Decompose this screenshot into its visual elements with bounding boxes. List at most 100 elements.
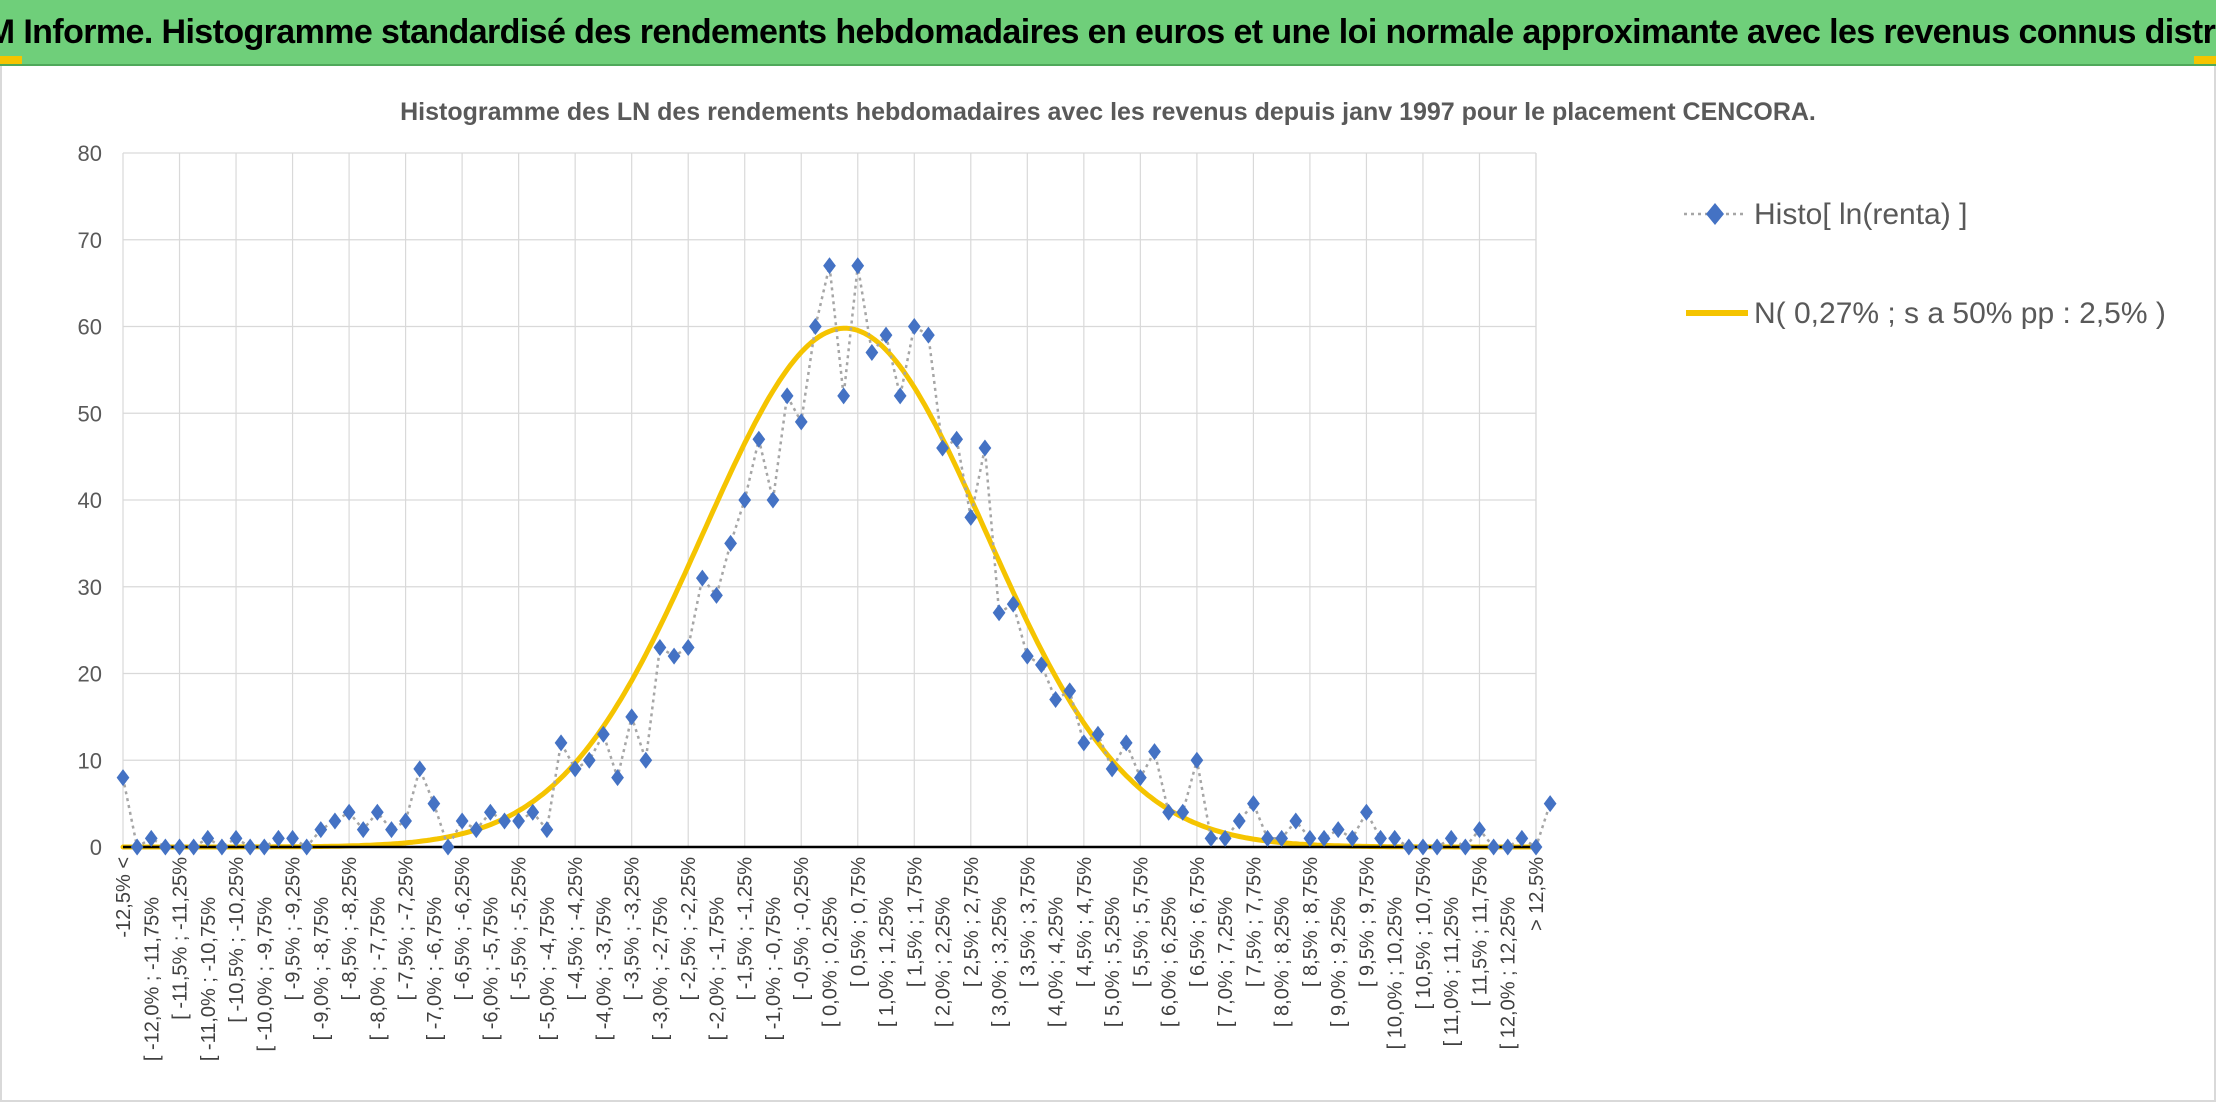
histogram-markers xyxy=(116,257,1557,856)
histogram-point xyxy=(1247,795,1260,813)
histogram-point xyxy=(1077,734,1091,752)
y-tick-label: 20 xyxy=(78,662,102,687)
histogram-point xyxy=(540,821,554,839)
histogram-point xyxy=(215,838,229,856)
histogram-point xyxy=(653,638,667,656)
histogram-point xyxy=(286,829,299,847)
histogram-point xyxy=(130,838,144,856)
histogram-point xyxy=(455,812,469,830)
x-tick-label: [ -11,5% ; -11,25% xyxy=(170,857,192,1020)
histogram-point xyxy=(794,413,808,431)
histogram-point xyxy=(116,769,130,787)
histogram-point xyxy=(1190,751,1204,769)
histogram-point xyxy=(526,803,540,821)
histogram-point xyxy=(1374,829,1387,847)
histogram-point xyxy=(370,803,384,821)
histogram-point xyxy=(1416,838,1430,856)
gridlines xyxy=(122,152,1537,847)
histogram-point xyxy=(187,838,201,856)
x-tick-label: [ -7,0% ; -6,75% xyxy=(424,897,446,1041)
histogram-point xyxy=(936,439,949,457)
legend-diamond-marker xyxy=(1706,203,1724,225)
page-title: ADAM Informe. Histogramme standardisé de… xyxy=(0,12,2216,51)
histogram-point xyxy=(328,812,342,830)
x-tick-label: [ -9,5% ; -9,25% xyxy=(283,857,305,1001)
histogram-point xyxy=(159,838,172,856)
x-tick-label: [ 10,0% ; 10,25% xyxy=(1385,897,1407,1050)
y-axis: 0 10 20 30 40 50 60 70 80 xyxy=(78,141,102,860)
histogram-point xyxy=(1331,821,1345,839)
histogram-point xyxy=(851,257,865,275)
histogram-point xyxy=(1091,725,1105,743)
histogram-point xyxy=(893,387,907,405)
histogram-point xyxy=(1487,838,1500,856)
x-tick-label: [ 1,0% ; 1,25% xyxy=(876,897,898,1027)
histogram-point xyxy=(1317,829,1331,847)
histogram-point xyxy=(950,430,964,448)
x-tick-label: [ -10,5% ; -10,25% xyxy=(226,857,248,1023)
x-tick-label: [ 8,0% ; 8,25% xyxy=(1272,897,1294,1027)
x-tick-label: [ -10,0% ; -9,75% xyxy=(254,897,276,1052)
y-tick-label: 70 xyxy=(78,228,102,253)
histogram-point xyxy=(865,344,879,362)
histogram-point xyxy=(1543,795,1557,813)
x-tick-label: [ -9,0% ; -8,75% xyxy=(311,897,333,1041)
histogram-point xyxy=(201,829,215,847)
x-tick-label: [ -7,5% ; -7,25% xyxy=(396,857,418,1001)
histogram-point xyxy=(724,534,737,552)
y-tick-label: 60 xyxy=(78,315,102,340)
y-tick-label: 30 xyxy=(78,575,102,600)
y-tick-label: 10 xyxy=(78,748,102,773)
histogram-point xyxy=(1063,682,1077,700)
histogram-point xyxy=(1148,743,1161,761)
histogram-point xyxy=(243,838,257,856)
x-tick-label: [ -2,5% ; -2,25% xyxy=(678,857,700,1001)
histogram-point xyxy=(498,812,511,830)
histogram-point xyxy=(342,803,356,821)
x-tick-label: [ -1,5% ; -1,25% xyxy=(735,857,757,1001)
x-tick-label: [ 10,5% ; 10,75% xyxy=(1413,857,1435,1010)
histogram-point xyxy=(1162,803,1175,821)
histogram-point xyxy=(1204,829,1218,847)
histogram-point xyxy=(992,604,1006,622)
x-tick-label: [ 12,0% ; 12,25% xyxy=(1498,897,1520,1050)
histogram-point xyxy=(385,821,398,839)
histogram-point xyxy=(1473,821,1486,839)
histogram-point xyxy=(766,491,780,509)
x-tick-label: [ -5,5% ; -5,25% xyxy=(509,857,531,1001)
x-tick-label: [ 3,0% ; 3,25% xyxy=(989,897,1011,1027)
histogram-point xyxy=(1218,829,1232,847)
histogram-point xyxy=(568,760,582,778)
histogram-point xyxy=(639,751,653,769)
histogram-point xyxy=(1430,838,1444,856)
histogram-point xyxy=(1176,803,1190,821)
histogram-point xyxy=(1529,838,1543,856)
histogram-point xyxy=(582,751,596,769)
x-tick-label: [ 6,5% ; 6,75% xyxy=(1187,857,1209,987)
histogram-point xyxy=(257,838,271,856)
x-tick-label: [ -3,0% ; -2,75% xyxy=(650,897,672,1041)
histogram-point xyxy=(738,491,752,509)
histogram-point xyxy=(512,812,526,830)
histogram-point xyxy=(1501,838,1515,856)
x-tick-label: [ -6,5% ; -6,25% xyxy=(452,857,474,1001)
legend-background xyxy=(1636,170,2170,360)
x-tick-label: [ -11,0% ; -10,75% xyxy=(198,897,220,1061)
histogram-point xyxy=(837,387,851,405)
histogram-point xyxy=(695,569,709,587)
histogram-point xyxy=(399,812,412,830)
x-tick-label: [ 9,0% ; 9,25% xyxy=(1328,897,1350,1027)
normal-curve-line xyxy=(120,325,1539,850)
x-tick-label: [ 11,0% ; 11,25% xyxy=(1441,897,1463,1047)
histogram-point xyxy=(1303,829,1317,847)
histogram-point xyxy=(1458,838,1472,856)
histogram-point xyxy=(1049,691,1062,709)
x-tick-label: [ -12,0% ; -11,75% xyxy=(141,897,163,1061)
histogram-point xyxy=(667,647,681,665)
histogram-point xyxy=(1402,838,1416,856)
histogram-point xyxy=(611,769,624,787)
x-tick-label: [ 0,0% ; 0,25% xyxy=(820,897,842,1027)
histogram-point xyxy=(1360,803,1373,821)
x-tick-label: [ -2,0% ; -1,75% xyxy=(706,897,728,1041)
histogram-point xyxy=(907,318,921,335)
